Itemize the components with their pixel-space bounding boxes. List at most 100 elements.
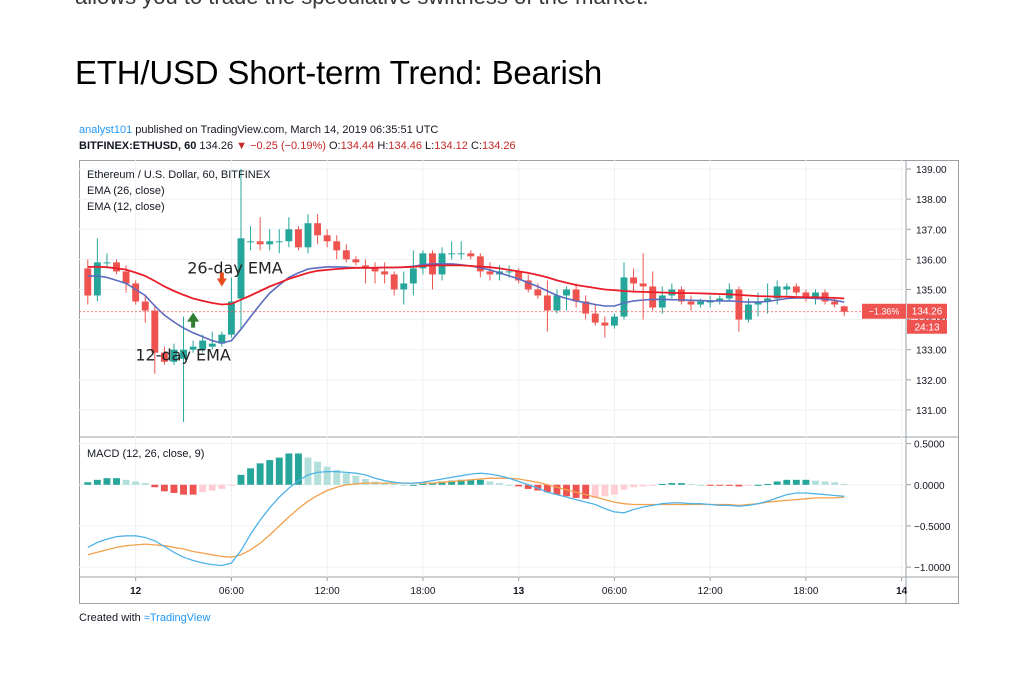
histogram-bar	[275, 457, 283, 485]
legend-symbol: Ethereum / U.S. Dollar, 60, BITFINEX	[87, 169, 271, 181]
histogram-bar	[448, 480, 456, 485]
candle-body	[247, 241, 255, 243]
candle-body	[601, 322, 609, 326]
ema26-line	[87, 264, 845, 306]
publisher-link[interactable]: analyst101	[79, 124, 133, 136]
price-tick-label: 131.00	[916, 406, 947, 417]
histogram-bar	[812, 480, 819, 485]
histogram-bar	[352, 475, 360, 485]
histogram-bar	[543, 484, 551, 493]
chart-container: 131.00132.00133.00134.00135.00136.00137.…	[79, 160, 1010, 604]
histogram-bar	[630, 484, 638, 488]
price-tick-label: 137.00	[916, 225, 947, 236]
histogram-bar	[677, 483, 685, 485]
histogram-bar	[802, 479, 810, 485]
candle-body	[256, 241, 264, 245]
candle-body	[170, 349, 178, 362]
histogram-bar	[208, 484, 216, 491]
candle-body	[132, 283, 140, 302]
candle-body	[333, 241, 341, 251]
price-tick-label: 133.00	[916, 346, 947, 357]
candle-body	[381, 271, 389, 275]
published-text: published on TradingView.com, March 14, …	[132, 124, 439, 136]
candlesticks	[84, 169, 848, 422]
candle-body	[524, 280, 532, 290]
histogram-bar	[610, 484, 618, 495]
candle-body	[304, 223, 312, 248]
histogram-bar	[256, 463, 264, 485]
created-with: Created with ≈TradingView	[79, 612, 210, 624]
candle-body	[237, 238, 245, 299]
macd-tick-label: −1.0000	[914, 563, 951, 574]
candle-body	[103, 262, 111, 264]
histogram-bar	[160, 484, 168, 492]
countdown-tag	[907, 319, 947, 334]
down-arrow-icon	[216, 272, 227, 287]
candle-body	[113, 262, 120, 272]
time-tick-label: 18:00	[410, 586, 435, 597]
candle-body	[773, 286, 781, 299]
histogram-bar	[658, 483, 666, 485]
histogram-bar	[400, 484, 408, 486]
macd-tick-label: 0.0000	[914, 481, 945, 492]
histogram-bar	[515, 484, 523, 487]
countdown-label: 24:13	[914, 323, 939, 334]
histogram-bar	[735, 484, 743, 487]
time-tick-label: 12	[130, 586, 142, 597]
histogram-bar	[591, 484, 599, 498]
histogram-bar	[697, 484, 705, 486]
candle-body	[371, 268, 379, 272]
price-tick-label: 135.00	[916, 285, 947, 296]
candle-body	[448, 253, 456, 255]
candle-body	[582, 301, 590, 314]
price-tick-label: 139.00	[916, 165, 947, 176]
candle-body	[93, 262, 101, 296]
histogram-bar	[582, 484, 590, 499]
histogram-bar	[362, 479, 369, 485]
tradingview-brand[interactable]: TradingView	[149, 612, 211, 624]
candle-body	[419, 253, 427, 269]
page-title: ETH/USD Short-term Trend: Bearish	[75, 54, 603, 91]
histogram-bar	[831, 482, 839, 485]
histogram-bar	[783, 479, 791, 485]
time-tick-label: 12:00	[698, 586, 723, 597]
created-with-text: Created with	[79, 612, 141, 624]
price-tag	[907, 303, 947, 319]
histogram-bar	[294, 453, 302, 485]
histogram-bar	[773, 481, 781, 485]
candle-body	[476, 256, 484, 272]
candle-body	[505, 271, 513, 273]
time-tick-label: 14	[896, 586, 908, 597]
candle-body	[716, 298, 724, 302]
annotations: 26-day EMA 12-day EMA	[135, 258, 282, 364]
histogram-bar	[725, 484, 733, 486]
candle-body	[189, 346, 197, 350]
price-chart[interactable]: 131.00132.00133.00134.00135.00136.00137.…	[79, 160, 1010, 604]
histogram-bar	[304, 457, 312, 485]
histogram-bar	[409, 484, 417, 486]
histogram-bar	[381, 483, 389, 485]
candle-body	[783, 286, 791, 290]
candle-body	[199, 340, 207, 350]
candle-body	[706, 301, 714, 303]
histogram-bar	[122, 479, 130, 485]
histogram-bar	[505, 484, 513, 486]
candle-body	[141, 301, 149, 311]
current-price-marker: −1.36% 134.26 24:13	[79, 303, 947, 334]
macd-lines	[87, 470, 845, 567]
candle-body	[553, 295, 561, 311]
up-arrow-icon	[187, 312, 200, 328]
candle-body	[390, 274, 398, 290]
histogram-bar	[668, 483, 676, 485]
price-tick-label: 132.00	[916, 376, 947, 387]
tradingview-logo-icon[interactable]: ≈	[143, 612, 150, 624]
candle-body	[802, 292, 810, 299]
candle-body	[764, 298, 772, 302]
histogram-bar	[285, 453, 293, 485]
histogram-bar	[745, 484, 752, 486]
candle-body	[180, 349, 187, 359]
histogram-bar	[84, 482, 92, 485]
histogram-bar	[151, 484, 159, 488]
candle-body	[314, 223, 322, 236]
high-value: 134.46	[388, 140, 422, 152]
